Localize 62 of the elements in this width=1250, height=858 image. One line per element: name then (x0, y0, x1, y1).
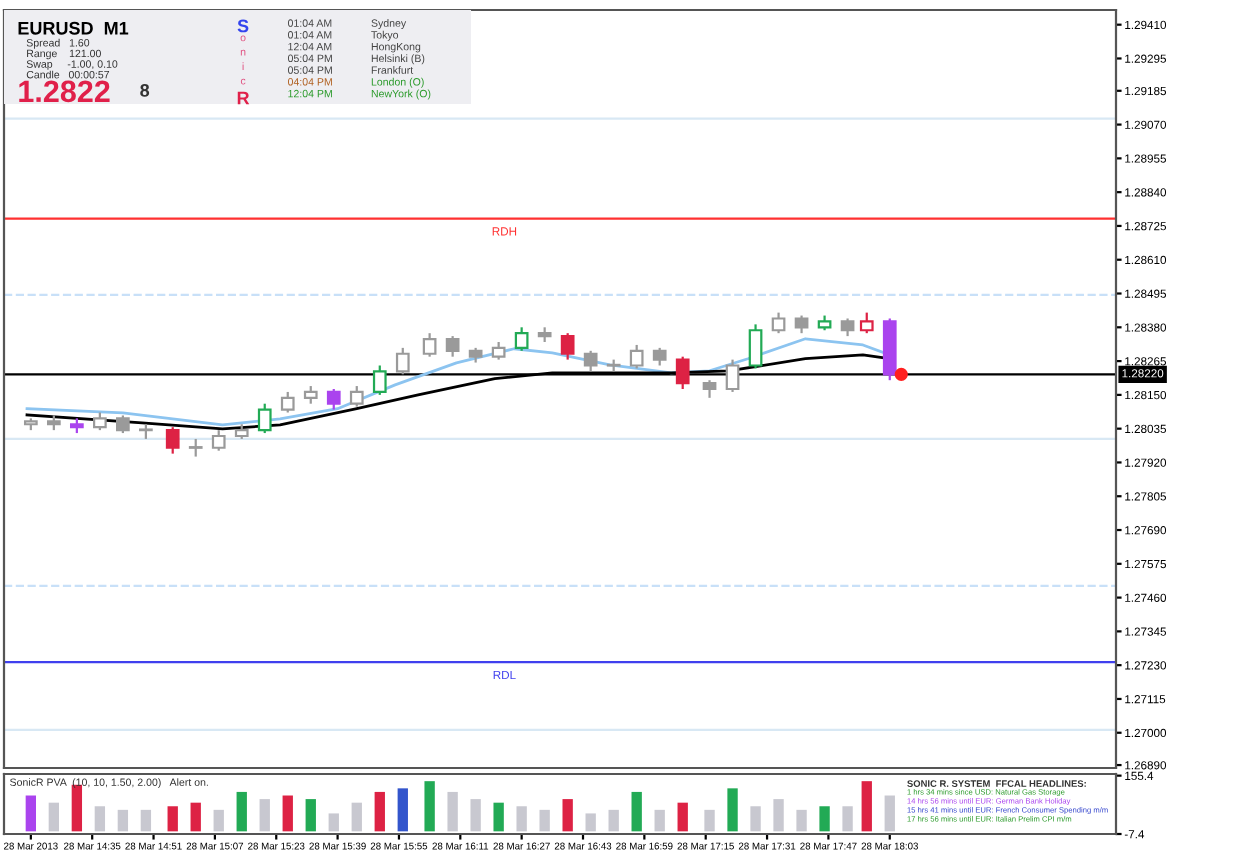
bar (447, 791, 458, 832)
bar (608, 809, 619, 832)
candlestick (326, 387, 341, 411)
candlestick (445, 335, 460, 358)
bar (631, 791, 642, 832)
bar (654, 809, 665, 832)
candlestick (372, 364, 387, 396)
annotation: R (237, 91, 250, 105)
bar (424, 781, 435, 832)
bar (259, 799, 270, 832)
bar (25, 795, 37, 832)
bar (94, 806, 106, 832)
candlestick (583, 349, 598, 373)
bar (397, 788, 408, 832)
candlestick (560, 332, 575, 361)
bar (585, 813, 596, 832)
bar (539, 809, 550, 832)
annotation: EURUSD M1 (18, 21, 129, 35)
annotation: 8 (140, 84, 150, 97)
bar (328, 813, 339, 832)
annotation: 1.2822 (19, 80, 110, 103)
bar (516, 806, 527, 832)
bar (819, 806, 830, 832)
candlestick (165, 426, 180, 455)
annotation: S (237, 19, 249, 33)
bar (493, 802, 504, 832)
bar (842, 806, 853, 832)
bar (305, 799, 316, 832)
candlestick (748, 323, 763, 370)
candlestick (211, 429, 226, 452)
bar (470, 799, 481, 832)
candlestick (725, 358, 740, 394)
candlestick (771, 311, 786, 335)
bar (140, 809, 152, 832)
candlestick (395, 346, 410, 376)
bar (351, 802, 362, 832)
bar (773, 799, 784, 832)
bar (861, 781, 872, 832)
bar (71, 784, 83, 832)
bar (374, 791, 385, 832)
bar (167, 806, 178, 832)
bar (213, 809, 224, 832)
candlestick (859, 311, 874, 335)
bar (282, 795, 293, 832)
bar (48, 802, 60, 832)
candlestick (280, 390, 295, 414)
candlestick (629, 343, 644, 370)
bar (117, 809, 129, 832)
candlestick (349, 384, 364, 408)
bar (704, 809, 715, 832)
candlestick (422, 332, 437, 358)
candlestick (514, 326, 529, 352)
bar (677, 802, 688, 832)
bar (236, 791, 247, 832)
candlestick (257, 402, 272, 435)
bar (727, 788, 738, 832)
bar (796, 809, 807, 832)
candlestick (675, 355, 690, 391)
bar (750, 806, 761, 832)
bar (190, 802, 201, 832)
bar (884, 795, 895, 832)
bar (562, 799, 573, 832)
